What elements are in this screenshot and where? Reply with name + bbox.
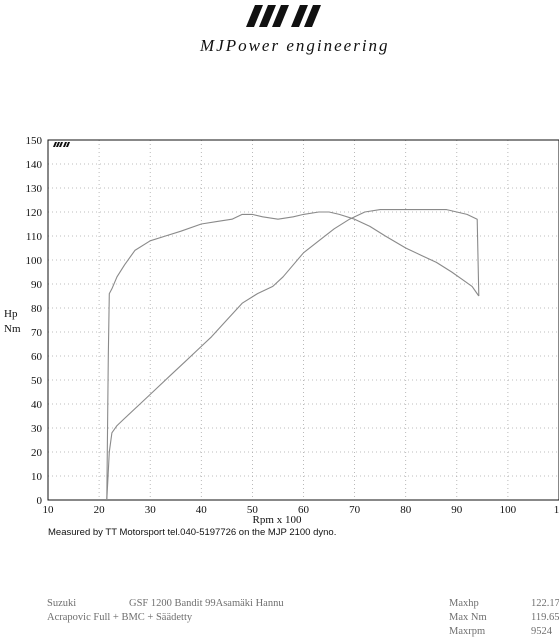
y-tick-label: 120 (26, 207, 43, 219)
frame-logo-icon (53, 142, 70, 147)
y-tick-label: 30 (31, 423, 43, 435)
x-tick-label: 11 (554, 504, 559, 516)
footer-maxrpm-value: 9524 (531, 626, 552, 637)
mjp-logo-icon (246, 5, 321, 27)
x-tick-label: 100 (500, 504, 517, 516)
footer-maxhp-value: 122.17 (531, 598, 559, 609)
y-tick-label: 40 (31, 399, 43, 411)
y-tick-label: 100 (26, 255, 43, 267)
x-tick-label: 20 (94, 504, 106, 516)
measured-note: Measured by TT Motorsport tel.040-519772… (48, 527, 337, 538)
y-axis-label-hp: Hp (4, 308, 18, 320)
x-tick-label: 90 (451, 504, 463, 516)
y-tick-label: 80 (31, 303, 43, 315)
plot-frame (47, 139, 559, 501)
footer-maxhp-label: Maxhp (449, 598, 479, 609)
series-line-1 (106, 211, 480, 501)
grid-lines (48, 140, 559, 500)
x-tick-label: 30 (145, 504, 157, 516)
y-tick-label: 0 (37, 495, 43, 507)
footer-maxnm-label: Max Nm (449, 612, 487, 623)
y-tick-label: 140 (26, 159, 43, 171)
series-layer (106, 209, 480, 501)
y-tick-label: 130 (26, 183, 43, 195)
x-tick-label: 10 (43, 504, 55, 516)
y-tick-label: 70 (31, 327, 43, 339)
footer-mods: Acrapovic Full + BMC + Säädetty (47, 612, 193, 623)
y-tick-label: 10 (31, 471, 43, 483)
x-tick-label: 40 (196, 504, 208, 516)
y-tick-label: 90 (31, 279, 43, 291)
footer-maxrpm-label: Maxrpm (449, 626, 486, 637)
y-tick-label: 150 (26, 135, 43, 147)
footer-maxnm-value: 119.65 (531, 612, 559, 623)
footer-make: Suzuki (47, 598, 77, 609)
brand-name: MJPower engineering (200, 36, 390, 55)
footer-model: GSF 1200 Bandit 99Asamäki Hannu (129, 598, 284, 609)
x-tick-label: 70 (349, 504, 361, 516)
y-tick-label: 20 (31, 447, 43, 459)
y-axis-label-nm: Nm (4, 323, 21, 335)
x-axis-label: Rpm x 100 (253, 514, 302, 525)
y-tick-label: 110 (26, 231, 43, 243)
y-tick-label: 60 (31, 351, 43, 363)
x-tick-label: 50 (247, 504, 259, 516)
series-line-2 (106, 209, 480, 501)
y-tick-label: 50 (31, 375, 43, 387)
x-tick-label: 60 (298, 504, 310, 516)
x-tick-label: 80 (400, 504, 412, 516)
